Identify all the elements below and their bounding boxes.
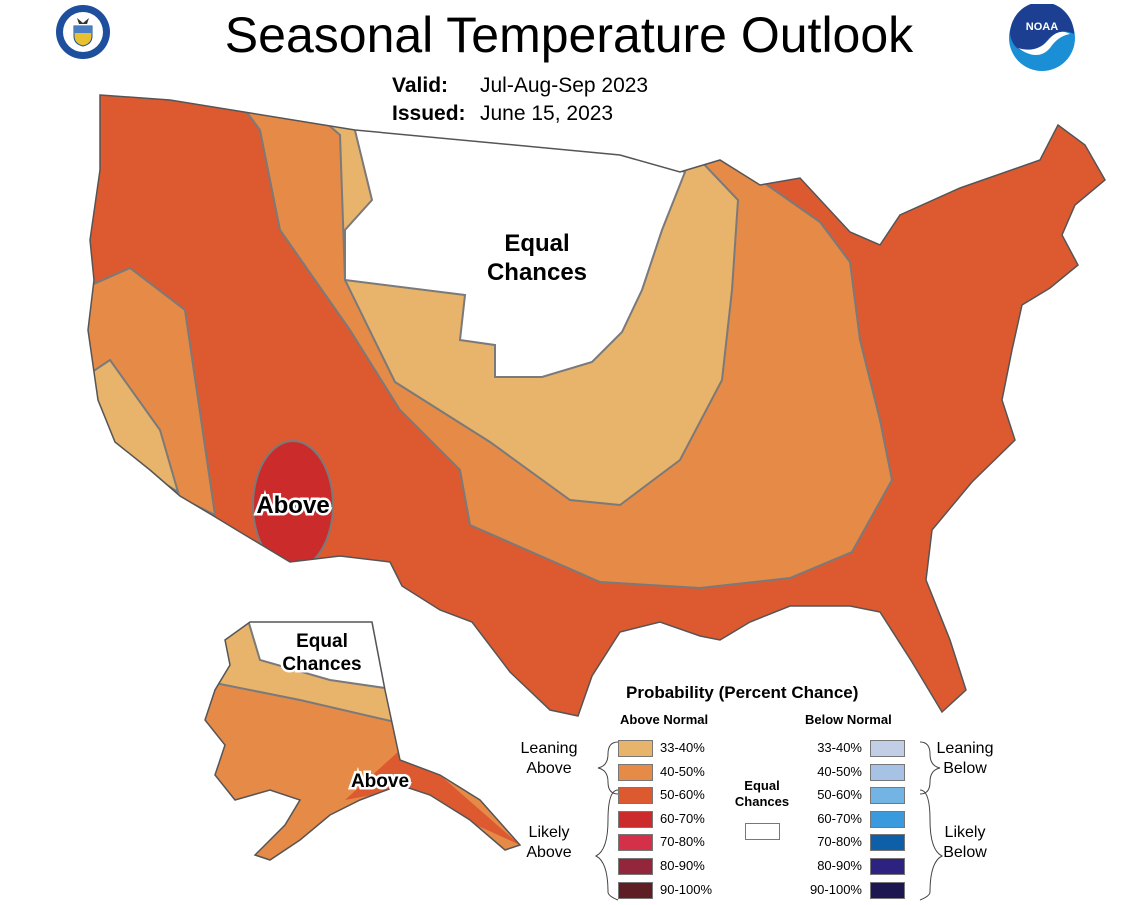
legend: Probability (Percent Chance) Above Norma… [520,682,1020,902]
below-swatch [870,810,905,828]
below-normal-header: Below Normal [805,712,892,727]
leaning-below-label: Leaning Below [936,740,994,777]
below-swatch [870,858,905,875]
issued-value: June 15, 2023 [480,102,614,125]
below-swatch [870,740,905,757]
below-swatch [870,787,905,805]
above-swatch [618,740,653,757]
below-range-label: 33-40% [817,740,862,755]
equal-chances-label: Equal Chances [734,778,790,809]
noaa-logo: NOAA [1009,4,1075,71]
zone-equal-chances [344,108,687,378]
below-range-label: 40-50% [817,763,862,779]
above-range-label: 33-40% [660,740,705,755]
likely-above-label: Likely Above [526,824,572,861]
above-swatch [618,858,653,875]
conus-map [88,95,1105,716]
issued-label: Issued: [392,102,466,125]
below-swatch [870,763,905,781]
above-swatch [618,834,653,852]
above-range-label: 60-70% [660,810,705,826]
leaning-above-label: Leaning Above [520,740,578,777]
page-title: Seasonal Temperature Outlook [224,7,914,63]
above-range-label: 40-50% [660,763,705,779]
zone-33-40-california [88,358,180,495]
alaska-equal-label-2: Chances [282,654,361,675]
valid-value: Jul-Aug-Sep 2023 [480,74,649,97]
valid-label: Valid: [392,74,449,97]
below-swatch [870,881,905,899]
above-swatch [618,787,653,805]
above-swatch [618,810,653,828]
svg-text:NOAA: NOAA [1026,21,1058,33]
above-range-label: 80-90% [660,858,705,873]
below-range-label: 50-60% [817,787,862,803]
legend-braces [594,741,944,901]
above-range-label: 50-60% [660,787,705,803]
equal-chances-swatch [745,823,780,840]
likely-below-label: Likely Below [943,824,987,861]
below-range-label: 70-80% [817,834,862,850]
above-swatch [618,881,653,899]
above-normal-header: Above Normal [620,712,709,727]
below-swatch [870,834,905,852]
conus-above-label: Above [256,492,329,519]
legend-title: Probability (Percent Chance) [626,683,859,702]
issued-line: Issued: June 15, 2023 [392,102,613,126]
below-range-label: 80-90% [817,858,862,873]
below-range-label: 60-70% [817,810,862,826]
commerce-seal-logo [56,5,110,59]
above-range-label: 90-100% [660,881,713,897]
alaska-above-label: Above [351,771,409,792]
below-range-label: 90-100% [809,881,862,897]
conus-equal-label-1: Equal [504,230,569,257]
alaska-equal-label-1: Equal [296,631,348,652]
alaska-map [205,622,520,860]
above-range-label: 70-80% [660,834,705,850]
conus-equal-label-2: Chances [487,259,587,286]
above-swatch [618,763,653,781]
valid-line: Valid: Jul-Aug-Sep 2023 [392,74,648,98]
